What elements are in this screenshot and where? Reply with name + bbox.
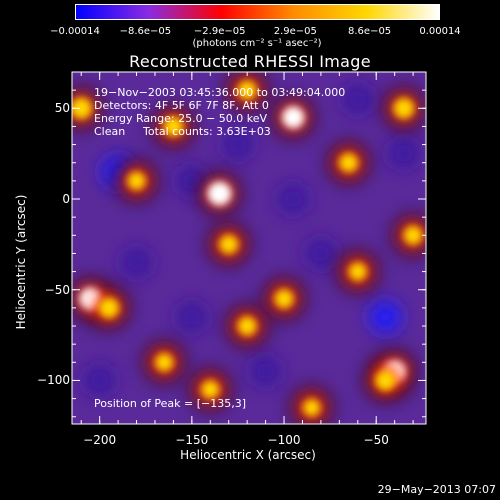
x-tick-label: −50 xyxy=(363,433,389,447)
annotation-peak: Position of Peak = [−135,3] xyxy=(94,397,247,410)
colorbar-tick-label: 8.6e−05 xyxy=(348,26,392,37)
annotation-energy: Energy Range: 25.0 − 50.0 keV xyxy=(94,112,268,125)
heatmap-trough xyxy=(369,300,402,333)
y-tick-label: 0 xyxy=(62,192,70,206)
heatmap-trough xyxy=(341,83,374,116)
heatmap-peak-core xyxy=(375,370,396,391)
x-axis-label: Heliocentric X (arcsec) xyxy=(180,448,316,462)
heatmap-peak-core xyxy=(127,171,146,190)
heatmap-peak-core xyxy=(98,297,120,319)
heatmap-trough xyxy=(387,137,420,170)
annotation-counts: Total counts: 3.63E+03 xyxy=(143,125,271,138)
y-tick-label: 50 xyxy=(54,101,70,116)
colorbar xyxy=(75,4,440,20)
x-tick-label: −150 xyxy=(175,433,209,447)
colorbar-tick-label: −2.9e−05 xyxy=(193,26,246,37)
heatmap-peak-core xyxy=(72,97,92,119)
colorbar-tick-label: 0.00014 xyxy=(419,26,461,37)
heatmap-trough xyxy=(83,364,116,397)
heatmap-trough xyxy=(277,183,310,216)
heatmap-peak-core xyxy=(237,80,257,100)
y-axis-label: Heliocentric Y (arcsec) xyxy=(14,194,28,330)
colorbar-tick-label: 2.9e−05 xyxy=(273,26,317,37)
annotation-clean: Clean xyxy=(94,125,126,138)
heatmap-peak-core xyxy=(219,234,239,254)
timestamp: 29−May−2013 07:07 xyxy=(377,483,496,496)
heatmap-peak-core xyxy=(282,106,305,129)
heatmap-peak-core xyxy=(207,181,232,206)
heatmap-field xyxy=(72,72,426,424)
heatmap-peak-core xyxy=(348,262,367,281)
plot-frame xyxy=(71,71,427,425)
heatmap-peak-core xyxy=(155,353,174,372)
annotation-time: 19−Nov−2003 03:45:36.000 to 03:49:04.000 xyxy=(94,86,346,99)
heatmap-peak-core xyxy=(339,153,358,173)
colorbar-unit: (photons cm⁻² s⁻¹ asec⁻²) xyxy=(192,38,322,49)
y-tick-label: −100 xyxy=(37,373,70,388)
heatmap-trough xyxy=(175,300,208,333)
y-tick-label: −50 xyxy=(44,282,70,297)
heatmap-peak-core xyxy=(303,399,321,417)
heatmap-trough xyxy=(249,355,282,388)
heatmap-trough xyxy=(120,246,153,279)
heatmap-peak-core xyxy=(274,289,294,309)
colorbar-tick-label: −8.6e−05 xyxy=(119,26,172,37)
chart-title: Reconstructed RHESSI Image xyxy=(129,52,371,71)
heatmap-peak-core xyxy=(163,116,184,137)
x-tick-label: −100 xyxy=(267,433,301,447)
heatmap-trough xyxy=(221,128,254,161)
colorbar-ticks: −0.00014 −8.6e−05 −2.9e−05 2.9e−05 8.6e−05 0.… xyxy=(0,0,500,60)
heatmap-peak-core xyxy=(393,98,415,119)
heatmap-trough xyxy=(304,237,337,270)
heatmap-peak-core xyxy=(201,380,220,399)
x-tick-label: −200 xyxy=(83,433,117,447)
colorbar-tick-label: −0.00014 xyxy=(50,26,100,37)
heatmap-peak-core xyxy=(403,225,423,245)
annotation-detectors: Detectors: 4F 5F 6F 7F 8F, Att 0 xyxy=(94,99,269,112)
heatmap-peak-core xyxy=(237,316,257,336)
